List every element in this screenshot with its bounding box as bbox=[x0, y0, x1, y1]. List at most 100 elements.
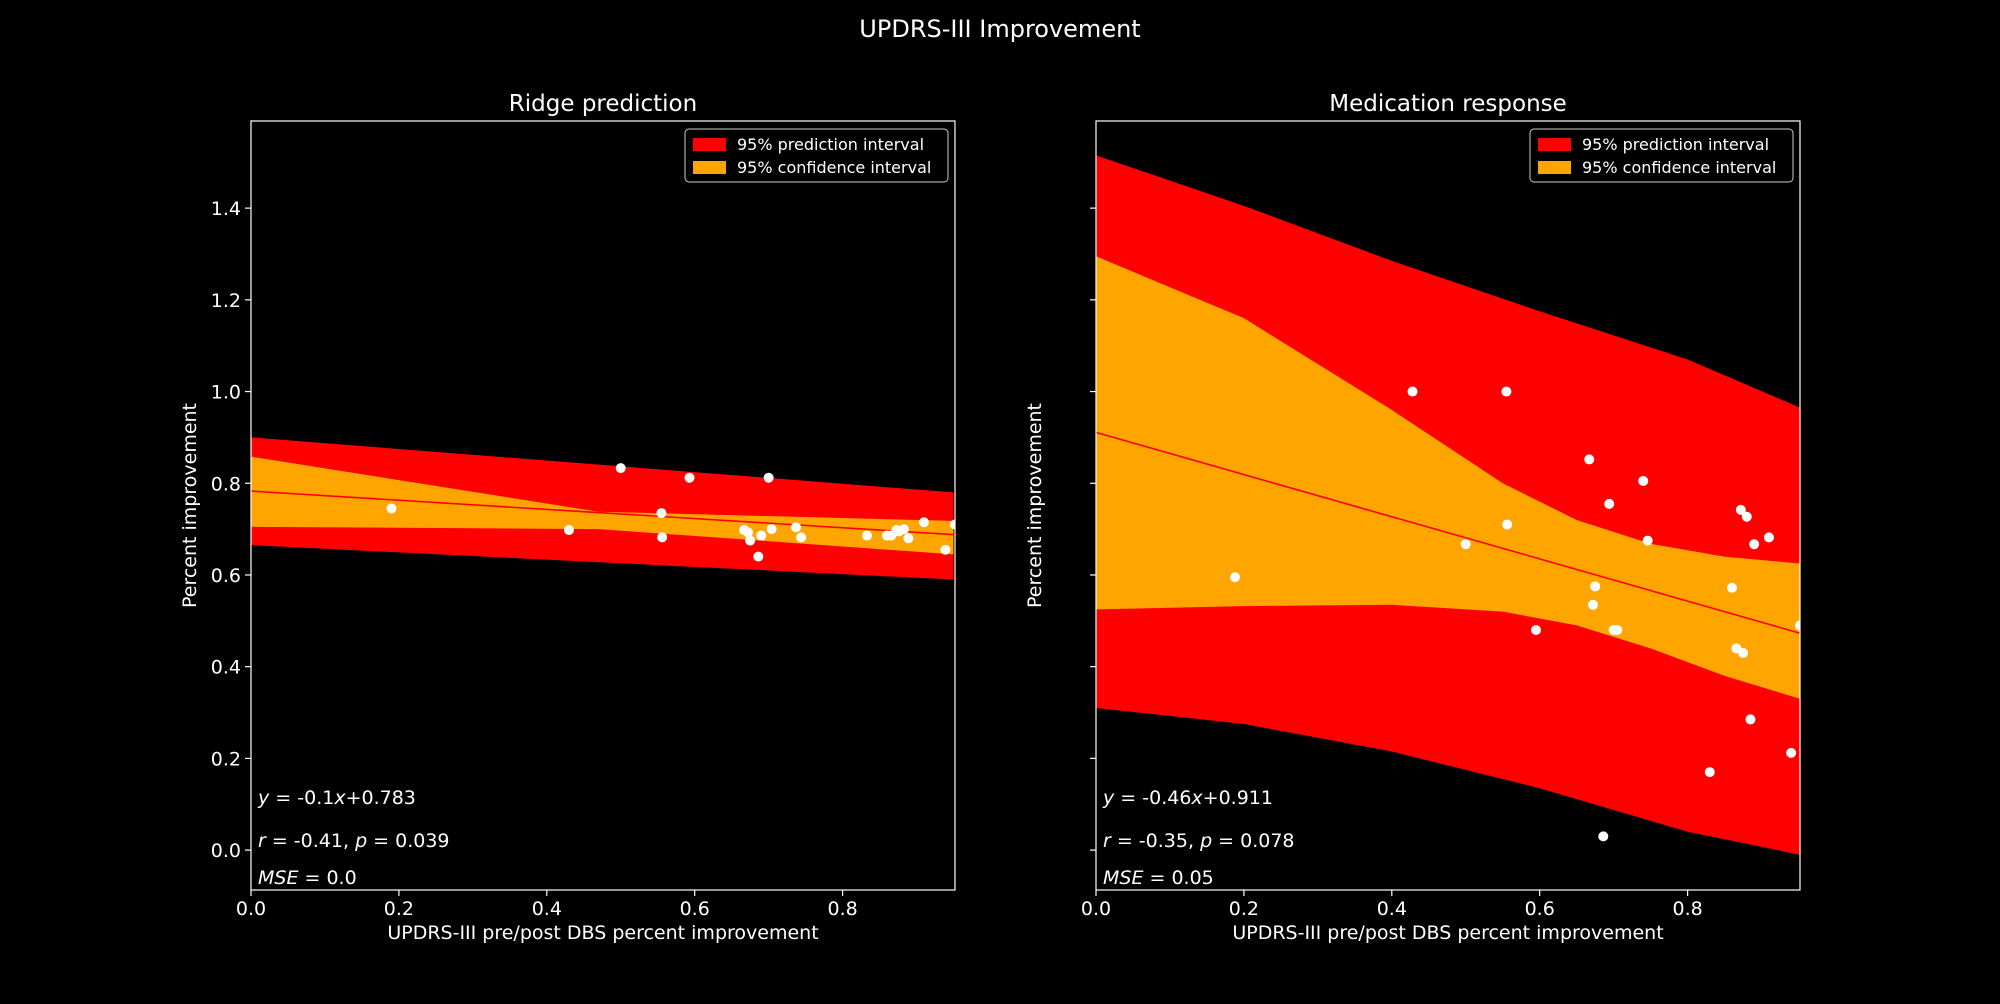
legend-label: 95% confidence interval bbox=[1582, 158, 1776, 177]
y-tick-label: 0.8 bbox=[211, 473, 241, 495]
regression-line bbox=[1096, 431, 1800, 634]
data-point bbox=[1531, 624, 1541, 635]
y-axis-label: Percent improvement bbox=[179, 403, 201, 608]
data-point bbox=[1598, 831, 1609, 842]
prediction-interval-band bbox=[251, 437, 954, 580]
data-point bbox=[1501, 386, 1512, 397]
data-point bbox=[950, 519, 955, 530]
x-tick-label: 0.0 bbox=[1081, 898, 1111, 920]
y-tick-label: 0.2 bbox=[211, 748, 241, 770]
axes-title: Medication response bbox=[1329, 91, 1567, 117]
x-axis-label: UPDRS-III pre/post DBS percent improveme… bbox=[387, 922, 818, 944]
y-tick-label: 1.0 bbox=[211, 382, 241, 404]
legend-frame bbox=[1529, 128, 1794, 183]
data-point bbox=[1460, 539, 1471, 550]
data-point bbox=[1735, 504, 1746, 515]
x-tick-label: 0.2 bbox=[384, 898, 414, 920]
x-tick-label: 0.8 bbox=[1672, 898, 1702, 920]
data-point bbox=[1704, 767, 1715, 778]
x-tick-label: 0.8 bbox=[827, 898, 857, 920]
data-point bbox=[742, 527, 753, 538]
x-tick-label: 0.2 bbox=[1229, 898, 1259, 920]
axes-frame bbox=[1095, 120, 1801, 891]
data-point bbox=[563, 525, 574, 536]
regression-line bbox=[251, 490, 955, 536]
y-tick-label: 0.0 bbox=[211, 840, 241, 862]
data-point bbox=[386, 503, 397, 514]
data-point bbox=[940, 544, 951, 555]
data-point bbox=[684, 472, 695, 483]
mse-stat: MSE = 0.0 bbox=[258, 867, 357, 889]
legend: 95% prediction interval 95% confidence in… bbox=[1529, 128, 1794, 183]
x-tick-label: 0.6 bbox=[680, 898, 710, 920]
plot-area bbox=[251, 437, 955, 580]
data-point bbox=[656, 508, 667, 519]
data-point bbox=[1763, 532, 1774, 543]
legend: 95% prediction interval 95% confidence in… bbox=[684, 128, 949, 183]
data-point bbox=[903, 533, 914, 544]
mse-stat: MSE = 0.05 bbox=[1103, 867, 1214, 889]
confidence-interval-band bbox=[251, 456, 954, 555]
legend-label: 95% prediction interval bbox=[1582, 135, 1769, 154]
correlation-stats: r = -0.35, p = 0.078 bbox=[1103, 830, 1295, 852]
data-point bbox=[1587, 599, 1598, 610]
data-point bbox=[753, 551, 764, 562]
data-point bbox=[1738, 647, 1749, 658]
data-point bbox=[1590, 581, 1601, 592]
x-tick-label: 0.6 bbox=[1525, 898, 1555, 920]
data-point bbox=[862, 530, 872, 541]
data-point bbox=[766, 524, 777, 535]
data-point bbox=[1584, 454, 1595, 465]
medication-response-panel: 0.0 0.2 0.4 0.6 0.8 Medication response UPDRS-… bbox=[1024, 91, 1801, 944]
data-point bbox=[1745, 714, 1756, 725]
data-point bbox=[745, 535, 756, 546]
figure-title: UPDRS-III Improvement bbox=[859, 15, 1140, 43]
legend-swatch bbox=[693, 161, 726, 174]
data-point bbox=[1612, 624, 1623, 635]
data-point bbox=[1230, 572, 1241, 583]
y-tick-label: 1.4 bbox=[211, 198, 241, 220]
x-axis-label: UPDRS-III pre/post DBS percent improveme… bbox=[1232, 922, 1663, 944]
legend-swatch bbox=[1538, 161, 1571, 174]
y-axis-label: Percent improvement bbox=[1024, 403, 1046, 608]
x-tick-label: 0.4 bbox=[1377, 898, 1407, 920]
correlation-stats: r = -0.41, p = 0.039 bbox=[258, 830, 450, 852]
data-point bbox=[898, 524, 909, 535]
data-point bbox=[657, 532, 668, 543]
legend-frame bbox=[684, 128, 949, 183]
data-point bbox=[756, 530, 767, 541]
legend-label: 95% prediction interval bbox=[737, 135, 924, 154]
data-point bbox=[1726, 582, 1737, 593]
legend-label: 95% confidence interval bbox=[737, 158, 931, 177]
data-point bbox=[791, 522, 802, 533]
data-point bbox=[1741, 511, 1752, 522]
data-point bbox=[1604, 498, 1615, 509]
data-point bbox=[615, 463, 626, 474]
confidence-interval-band bbox=[1096, 256, 1800, 699]
data-point bbox=[796, 532, 807, 543]
ridge-prediction-panel: 0.0 0.2 0.4 0.6 0.8 0.0 0.2 0.4 0.6 0.8 1.0 1.2 1.4 R… bbox=[179, 91, 956, 944]
data-point bbox=[918, 517, 929, 528]
x-tick-label: 0.0 bbox=[236, 898, 266, 920]
legend-swatch bbox=[693, 138, 726, 151]
data-point bbox=[1407, 386, 1418, 397]
y-tick-label: 1.2 bbox=[211, 290, 241, 312]
legend-swatch bbox=[1538, 138, 1571, 151]
data-point bbox=[1642, 535, 1653, 546]
plot-area bbox=[1096, 155, 1800, 855]
fit-equation: y = -0.1x+0.783 bbox=[257, 787, 416, 809]
fit-equation: y = -0.46x+0.911 bbox=[1102, 787, 1273, 809]
data-point bbox=[1502, 519, 1513, 530]
y-tick-label: 0.4 bbox=[211, 657, 241, 679]
axes-frame bbox=[250, 120, 956, 891]
axes-title: Ridge prediction bbox=[509, 91, 697, 117]
x-tick-label: 0.4 bbox=[532, 898, 562, 920]
data-point bbox=[1786, 747, 1797, 758]
y-tick-label: 0.6 bbox=[211, 565, 241, 587]
data-point bbox=[1638, 475, 1649, 486]
data-point bbox=[1749, 539, 1760, 550]
data-point bbox=[1795, 620, 1800, 631]
data-point bbox=[763, 472, 774, 483]
